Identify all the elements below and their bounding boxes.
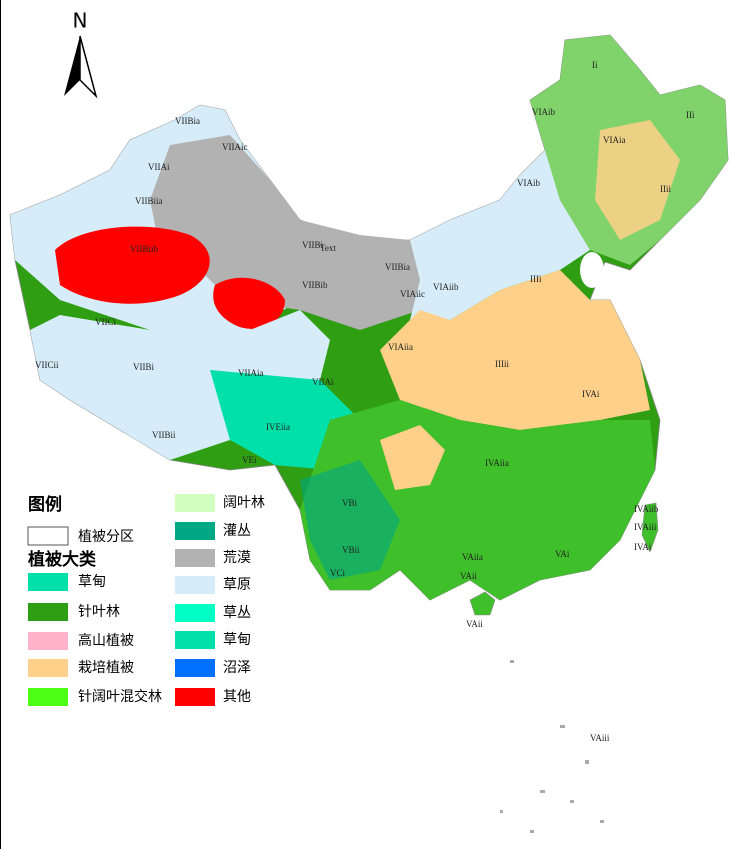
legend-label: 灌丛 <box>223 523 251 539</box>
legend-label: 其他 <box>223 689 251 705</box>
inner-steppe <box>410 150 590 320</box>
north-arrow: N <box>64 9 98 99</box>
legend-label: 针阔叶混交林 <box>78 688 162 705</box>
region-label: IVAiia <box>485 458 509 468</box>
region-label: VAii <box>460 571 477 581</box>
region-label: VIIAi <box>148 162 170 172</box>
legend-label: 植被分区 <box>78 529 134 545</box>
region-label: VCi <box>330 568 346 578</box>
region-label: IVAi <box>634 542 652 552</box>
taiwan <box>641 502 659 553</box>
zoning-swatch <box>27 526 69 546</box>
region-label: VAi <box>555 549 570 559</box>
region-label: IVAiii <box>634 522 657 532</box>
region-label: VIAia <box>603 135 626 145</box>
legend-label: 栽培植被 <box>78 660 134 676</box>
legend-swatch <box>175 631 215 649</box>
region-label: IIii <box>660 184 671 194</box>
legend-swatch <box>175 659 215 677</box>
region-label: VIAiib <box>433 282 459 292</box>
region-label: VEi <box>242 455 257 465</box>
legend-swatch <box>28 659 68 677</box>
legend-swatch <box>175 522 215 540</box>
region-label: VIIBia <box>175 116 200 126</box>
legend-label: 针叶林 <box>78 604 120 620</box>
east-cultivated <box>380 270 650 430</box>
region-label: VIIBiia <box>135 196 163 206</box>
qaidam-other <box>213 277 285 329</box>
region-label: VIIAic <box>222 142 248 152</box>
region-label: VIIBiib <box>130 244 158 254</box>
legend-swatch <box>28 573 68 591</box>
region-label: IVEiia <box>266 422 290 432</box>
legend-subtitle: 植被大类 <box>28 549 97 570</box>
legend-label: 草丛 <box>223 605 251 621</box>
tibet-plateau <box>30 310 330 460</box>
region-label: VBii <box>342 545 360 555</box>
legend: 图例 植被分区 植被大类 草甸针叶林高山植被栽培植被针阔叶混交林阔叶林灌丛荒漠草… <box>27 494 265 706</box>
region-label: VIIBib <box>302 280 328 290</box>
region-label: VAii <box>466 619 483 629</box>
region-label: IIIi <box>530 274 542 284</box>
hainan <box>469 591 496 616</box>
region-label: VIIBi <box>302 240 323 250</box>
region-label: Ii <box>592 60 598 70</box>
region-label: VIIBii <box>152 430 176 440</box>
region-label: VIIAia <box>238 368 264 378</box>
region-label: IIIii <box>495 359 509 369</box>
legend-swatch <box>28 632 68 650</box>
taklamakan-other <box>55 226 210 304</box>
south-sea-islands <box>500 660 604 833</box>
legend-swatch <box>175 576 215 594</box>
legend-swatch <box>175 549 215 567</box>
region-label: VIIBia <box>385 262 410 272</box>
legend-label: 草甸 <box>78 574 106 590</box>
region-label: VIAiic <box>400 289 425 299</box>
legend-swatch <box>175 494 215 512</box>
region-label: VIAib <box>532 107 555 117</box>
legend-label: 草原 <box>223 577 251 593</box>
northeast-cultivated <box>595 120 680 240</box>
region-label: IIi <box>686 110 695 120</box>
region-label: VIICi <box>95 317 116 327</box>
region-label: Text <box>320 243 336 253</box>
legend-swatch <box>175 688 215 706</box>
legend-title: 图例 <box>28 494 62 515</box>
region-label: VIAib <box>517 178 540 188</box>
region-label: VAiii <box>590 733 610 743</box>
legend-swatch <box>28 688 68 706</box>
south-shrub <box>300 460 400 580</box>
legend-label: 草甸 <box>223 632 251 648</box>
legend-label: 高山植被 <box>78 632 134 649</box>
region-label: VIAiia <box>388 342 413 352</box>
legend-swatch <box>28 603 68 621</box>
region-label: VIIAi <box>312 377 334 387</box>
legend-label: 沼泽 <box>223 660 251 676</box>
sichuan-basin <box>380 425 445 490</box>
legend-swatch <box>175 604 215 622</box>
region-label: VIICii <box>35 360 59 370</box>
region-label: IVAiib <box>634 504 659 514</box>
region-label: VBi <box>342 498 358 508</box>
region-label: VIIBi <box>133 362 154 372</box>
bohai-sea <box>580 252 604 288</box>
legend-label: 阔叶林 <box>223 495 265 511</box>
region-label: VAiia <box>462 552 483 562</box>
north-label: N <box>73 9 88 33</box>
region-label: IVAi <box>582 389 600 399</box>
legend-label: 荒漠 <box>223 550 251 566</box>
